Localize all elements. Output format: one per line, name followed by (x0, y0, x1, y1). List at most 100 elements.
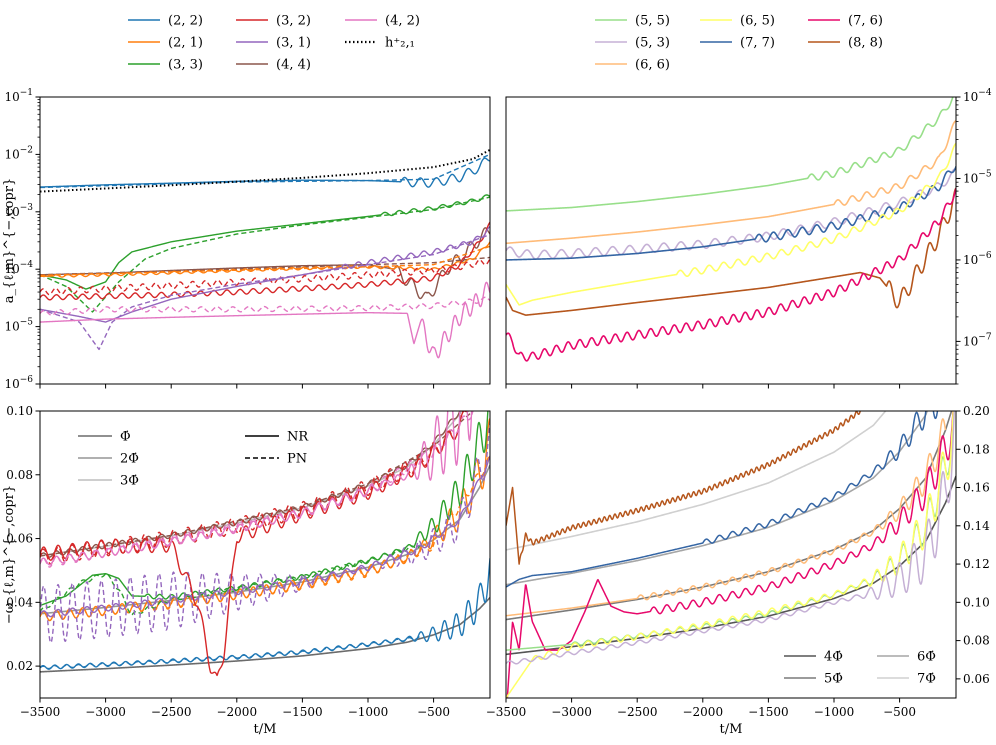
y-tick-label: 0.08 (6, 468, 33, 482)
legend-label: (3, 2) (276, 14, 311, 29)
series-2-1-pn (40, 453, 490, 622)
y-tick-label: 10−5 (963, 169, 992, 185)
series-5 (506, 411, 953, 621)
legend-label: (8, 8) (848, 36, 883, 51)
series-5-5 (506, 97, 954, 212)
series-4-4-nr (40, 411, 461, 558)
legend-entry-tr-6-5: (6, 5) (700, 14, 775, 29)
legend-top-right: (5, 5) (5, 3) (6, 6) (6, 5) (7, 7) (7, 6) (8, … (595, 14, 883, 73)
series-6-5 (506, 142, 956, 306)
y-tick-label: 0.06 (6, 532, 33, 546)
panel-freq_low: 0.02 0.04 0.06 0.08 0.10 −3500 −3000 −2500 −2000… (2, 404, 491, 737)
x-axis-label: t/M (720, 722, 743, 737)
legend-label: 4Φ̇ (824, 650, 843, 665)
legend-label: Φ̇ (120, 430, 131, 445)
series-7-6 (506, 188, 956, 362)
series-6-6 (506, 119, 956, 245)
y-axis-label: −ω_{ℓ,m}^{−,copr} (2, 485, 17, 624)
series-3-3-pn (40, 196, 490, 313)
legend-entry-tl-2-2: (2, 2) (128, 14, 203, 29)
x-tick-label: −1500 (282, 705, 323, 719)
y-tick-label: 0.14 (963, 519, 990, 533)
y-tick-label: 10−5 (4, 318, 33, 334)
x-tick-label: −2000 (682, 705, 723, 719)
axes-frame (505, 410, 957, 699)
series-7-7 (506, 166, 956, 261)
legend-label: 7Φ̇ (917, 672, 936, 687)
x-tick-label: −500 (883, 705, 916, 719)
y-tick-label: 0.10 (963, 595, 990, 609)
legend-entry-tr-5-3: (5, 3) (595, 36, 670, 51)
series-2 (40, 464, 490, 615)
legend-entry-fr-7: 7Φ̇ (877, 672, 936, 687)
legend-entry-tr-7-6: (7, 6) (808, 14, 883, 29)
x-tick-label: −3500 (486, 705, 527, 719)
x-tick-label: −2500 (617, 705, 658, 719)
legend-entry-tr-8-8: (8, 8) (808, 36, 883, 51)
legend-label: (5, 5) (635, 14, 670, 29)
series-3-3-nr (40, 194, 490, 290)
series-6-6 (506, 418, 947, 617)
y-tick-label: 0.04 (6, 595, 33, 609)
legend-entry-tr-6-6: (6, 6) (595, 58, 670, 73)
series-2-2-pn (40, 153, 490, 189)
legend-entry-tl-4-2: (4, 2) (345, 14, 420, 29)
series-7-7 (506, 411, 939, 588)
legend-entry-tl-3-2: (3, 2) (236, 14, 311, 29)
legend-frequency-left: Φ̇ 2Φ̇ 3Φ̇ NR PN (78, 430, 309, 489)
panel-amp_high: 10−7 10−6 10−5 10−4 (505, 88, 992, 389)
x-tick-label: −1500 (748, 705, 789, 719)
y-tick-label: 10−4 (963, 88, 992, 104)
legend-entry-tr-7-7: (7, 7) (700, 36, 775, 51)
axes-frame (505, 96, 957, 385)
y-tick-label: 10−2 (4, 145, 33, 161)
y-tick-label: 10−6 (4, 375, 33, 391)
series-3-3-pn (40, 544, 422, 616)
legend-entry-fl-pn: PN (245, 452, 307, 467)
series-group-amp_high (506, 97, 956, 362)
series-3-2-nr (40, 221, 490, 301)
x-tick-label: −3500 (20, 705, 61, 719)
x-tick-label: −2000 (216, 705, 257, 719)
x-tick-label: −1000 (814, 705, 855, 719)
y-tick-label: 0.16 (963, 481, 990, 495)
legend-label: 3Φ̇ (120, 474, 139, 489)
y-tick-label: 0.12 (963, 557, 990, 571)
y-tick-label: 0.06 (963, 672, 990, 686)
series- (40, 597, 490, 673)
legend-label: (2, 1) (168, 36, 203, 51)
y-axis-label: a_{ℓ,m}^{−,copr} (2, 178, 17, 304)
series-8-8 (506, 411, 865, 565)
series-4-2-nr (40, 281, 490, 359)
legend-entry-tl-4-4: (4, 4) (236, 58, 311, 73)
series-3-3-nr (40, 411, 489, 607)
series-4-2-pn (40, 411, 474, 568)
series-group-freq_high (506, 411, 956, 698)
x-tick-label: −2500 (151, 705, 192, 719)
series-4-4-pn (40, 256, 490, 276)
legend-label: (4, 4) (276, 58, 311, 73)
x-tick-label: −500 (417, 705, 450, 719)
x-tick-label: −3000 (85, 705, 126, 719)
legend-label: (3, 1) (276, 36, 311, 51)
series-5-3 (506, 168, 956, 260)
series-5-5 (506, 411, 955, 651)
series-3-1-pn (40, 422, 490, 644)
y-tick-label: 10−6 (963, 251, 992, 267)
legend-label: NR (287, 430, 309, 445)
y-tick-label: 10−7 (963, 332, 992, 348)
series-group-freq_low (40, 411, 490, 677)
y-tick-label: 0.20 (963, 404, 990, 418)
legend-label: 5Φ̇ (824, 672, 843, 687)
x-axis-label: t/M (254, 722, 277, 737)
legend-entry-fl-3: 3Φ̇ (78, 474, 139, 489)
panel-freq_high: 0.06 0.08 0.10 0.12 0.14 0.16 0.18 0.20 −3500 −30… (486, 404, 990, 737)
y-tick-label: 0.02 (6, 659, 33, 673)
legend-frequency-right: 4Φ̇ 5Φ̇ 6Φ̇ 7Φ̇ (784, 650, 936, 687)
y-tick-label: 10−1 (4, 88, 33, 104)
series-7 (506, 411, 887, 551)
series-group-amp_low (40, 148, 490, 359)
series-2-2-pn (40, 635, 421, 670)
y-tick-label: 0.10 (6, 404, 33, 418)
